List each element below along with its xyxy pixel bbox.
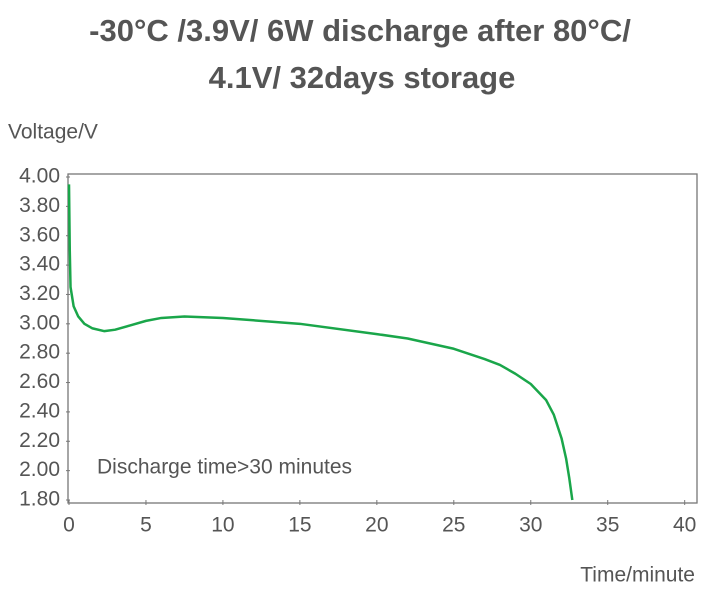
x-tick-label: 15 bbox=[288, 514, 311, 537]
y-tick-label: 2.00 bbox=[19, 458, 60, 481]
plot-frame bbox=[67, 173, 698, 504]
x-tick-label: 0 bbox=[63, 514, 75, 537]
x-tick-label: 25 bbox=[442, 514, 465, 537]
x-axis-label: Time/minute bbox=[580, 564, 695, 587]
y-tick-label: 3.60 bbox=[19, 223, 60, 246]
x-tick-label: 20 bbox=[365, 514, 388, 537]
x-tick-label: 40 bbox=[673, 514, 696, 537]
y-tick-label: 2.20 bbox=[19, 429, 60, 452]
y-tick-label: 3.40 bbox=[19, 253, 60, 276]
chart-title: 4.1V/ 32days storage bbox=[209, 60, 516, 95]
y-tick-label: 1.80 bbox=[19, 488, 60, 511]
y-tick-label: 4.00 bbox=[19, 165, 60, 188]
y-axis-label: Voltage/V bbox=[8, 121, 98, 144]
line bbox=[67, 184, 574, 501]
x-tick-label: 30 bbox=[519, 514, 542, 537]
annotation: Discharge time>30 minutes bbox=[97, 456, 352, 479]
x-tick-label: 35 bbox=[596, 514, 619, 537]
y-tick-label: 3.00 bbox=[19, 311, 60, 334]
y-tick-label: 3.80 bbox=[19, 194, 60, 217]
y-tick-label: 3.20 bbox=[19, 282, 60, 305]
x-tick-label: 5 bbox=[140, 514, 152, 537]
y-tick-label: 2.40 bbox=[19, 399, 60, 422]
chart-title: -30°C /3.9V/ 6W discharge after 80°C/ bbox=[89, 13, 631, 48]
y-tick-label: 2.80 bbox=[19, 341, 60, 364]
x-tick-label: 10 bbox=[211, 514, 234, 537]
y-tick-label: 2.60 bbox=[19, 370, 60, 393]
